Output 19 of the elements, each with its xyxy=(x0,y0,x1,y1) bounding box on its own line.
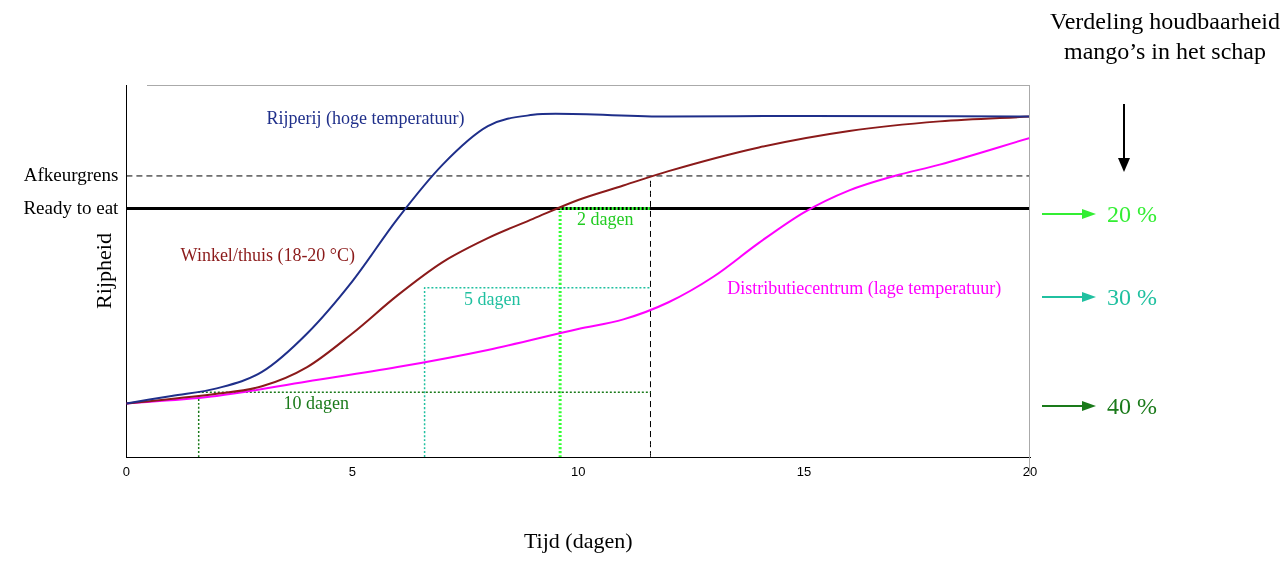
text: Verdeling houdbaarheid mango’s in het schap xyxy=(1049,7,1281,66)
x-tick-label: 0 xyxy=(122,464,131,480)
ref-line-label: Afkeurgrens xyxy=(23,163,119,185)
x-tick-label: 15 xyxy=(796,464,812,480)
text: 40 % xyxy=(1107,392,1157,421)
series-label: Distributiecentrum (lage temperatuur) xyxy=(727,277,1002,299)
text: Winkel/thuis (18-20 °C) xyxy=(180,244,356,266)
annotation: 5 dagen xyxy=(464,288,521,309)
annotation: 10 dagen xyxy=(283,392,349,413)
x-tick-label: 5 xyxy=(348,464,356,480)
x-axis-title: Tijd (dagen) xyxy=(523,527,633,553)
text: 20 % xyxy=(1107,200,1157,229)
x-tick-label: 20 xyxy=(1022,464,1038,480)
text: 30 % xyxy=(1107,283,1157,312)
y-axis-title: Rijpheid xyxy=(90,233,116,309)
x-tick-label: 10 xyxy=(570,464,586,480)
series-label: Rijperij (hoge temperatuur) xyxy=(266,107,465,129)
ref-line-label: Ready to eat xyxy=(23,196,120,218)
annotation: 2 dagen xyxy=(577,209,634,230)
